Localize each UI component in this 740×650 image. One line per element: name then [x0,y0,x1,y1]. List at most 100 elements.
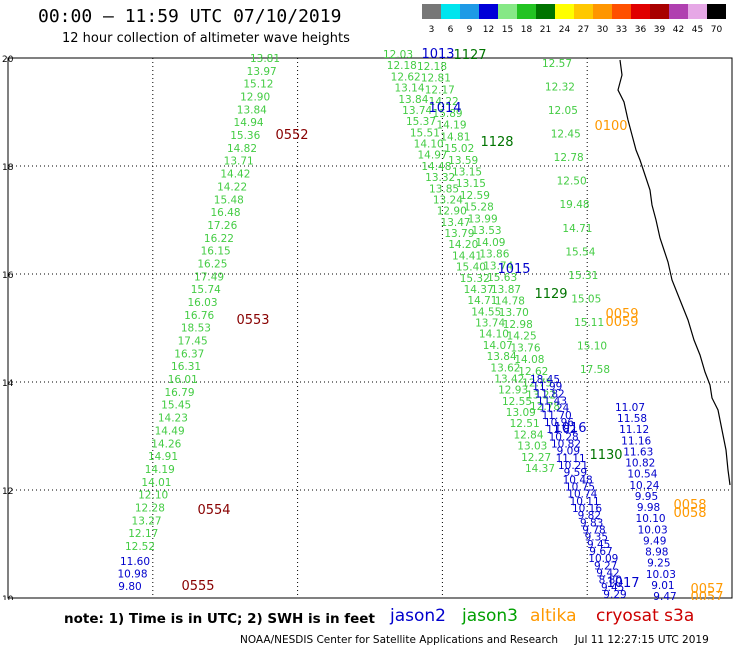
pass-label: 0057 [690,590,723,600]
swh-value: 13.85 [429,183,459,195]
swh-value: 9.45 [601,582,624,594]
swh-value: 9.67 [589,546,612,558]
map-title: 00:00 – 11:59 UTC 07/10/2019 [38,6,342,27]
swh-value: 16.31 [171,361,201,373]
swh-value: 13.74 [483,260,513,272]
swh-value: 9.27 [594,560,617,572]
colorbar-swatch [536,4,555,19]
swh-value: 12.18 [387,60,417,72]
swh-value: 15.11 [574,317,604,329]
swh-value: 14.71 [467,295,497,307]
swh-value: 12.78 [530,401,560,413]
swh-value: 13.87 [491,284,521,296]
swh-value: 9.59 [564,467,587,479]
colorbar-swatch [688,4,707,19]
swh-value: 15.05 [571,293,601,305]
colorbar-label: 70 [711,25,723,35]
y-tick-label: 18 [2,163,14,173]
swh-value: 16.03 [187,297,217,309]
swh-value: 9.80 [118,581,141,593]
swh-value: 9.35 [585,532,608,544]
swh-value: 14.26 [151,438,181,450]
swh-value: 12.98 [503,319,533,331]
footer-credit: NOAA/NESDIS Center for Satellite Applica… [240,634,709,646]
swh-value: 16.76 [184,310,214,322]
swh-value: 13.84 [487,351,517,363]
swh-value: 17.58 [580,364,610,376]
swh-value: 9.42 [596,568,619,580]
swh-value: 10.03 [646,569,676,581]
swh-value: 9.25 [647,558,670,570]
map-subtitle: 12 hour collection of altimeter wave hei… [62,31,350,46]
swh-value: 13.81 [250,53,280,65]
swh-value: 15.37 [406,116,436,128]
swh-value: 13.84 [237,104,267,116]
swh-value: 15.48 [214,194,244,206]
colorbar-swatch [574,4,593,19]
swh-value: 10.03 [638,524,668,536]
colorbar-label: 9 [467,25,473,35]
swh-value: 15.74 [191,284,221,296]
swh-value: 11.70 [542,410,572,422]
pass-label: 1016 [553,421,586,436]
swh-value: 9.49 [643,535,666,547]
swh-value: 10.09 [588,553,618,565]
swh-value: 15.54 [565,246,595,258]
swh-value: 13.74 [475,318,505,330]
pass-label: 1130 [589,448,622,463]
swh-value: 19.48 [560,199,590,211]
swh-value: 9.98 [637,502,660,514]
swh-value: 15.51 [410,127,440,139]
swh-value: 14.25 [507,331,537,343]
pass-label: 0059 [605,315,638,330]
swh-value: 12.59 [460,190,490,202]
colorbar-swatch [441,4,460,19]
pass-label: 0058 [673,498,706,513]
footnote: note: 1) Time is in UTC; 2) SWH is in fe… [64,611,375,627]
swh-value: 9.82 [578,510,601,522]
y-tick-label: 14 [2,379,14,389]
swh-value: 13.79 [444,228,474,240]
swh-value: 9.83 [580,517,603,529]
generated-timestamp: Jul 11 12:27:15 UTC 2019 [574,634,709,646]
y-tick-label: 20 [2,55,14,65]
swh-value: 13.76 [510,342,540,354]
swh-value: 14.91 [148,451,178,463]
colorbar-label: 3 [429,25,435,35]
swh-value: 12.10 [138,490,168,502]
swh-value: 13.32 [425,172,455,184]
swh-value: 10.24 [629,480,659,492]
swh-value: 10.11 [570,496,600,508]
swh-value: 11.12 [619,424,649,436]
swh-value: 10.82 [551,439,581,451]
swh-value: 18.45 [530,374,560,386]
swh-value: 12.55 [502,396,532,408]
swh-value: 12.18 [417,61,447,73]
swh-value: 11.07 [615,402,645,414]
colorbar-swatch [498,4,517,19]
swh-value: 14.10 [479,329,509,341]
swh-value: 11.82 [546,424,576,436]
y-tick-label: 10 [2,595,14,600]
colorbar-swatch [517,4,536,19]
swh-value: 15.40 [456,262,486,274]
swh-value: 14.41 [452,250,482,262]
map-frame [7,57,733,599]
colorbar-swatch [631,4,650,19]
swh-value: 11.82 [535,388,565,400]
swh-value: 12.90 [437,206,467,218]
swh-value: 12.84 [513,429,543,441]
colorbar-swatch [555,4,574,19]
swh-value: 10.98 [117,569,147,581]
swh-value: 14.94 [234,117,264,129]
swh-value: 9.45 [587,539,610,551]
swh-value: 13.84 [398,94,428,106]
swh-value: 13.99 [468,213,498,225]
swh-value: 12.03 [383,49,413,61]
pass-label: 0100 [594,119,627,134]
legend-altika: altika [530,606,577,626]
swh-value: 14.71 [562,223,592,235]
swh-value: 10.10 [636,513,666,525]
swh-value: 12.62 [518,366,548,378]
